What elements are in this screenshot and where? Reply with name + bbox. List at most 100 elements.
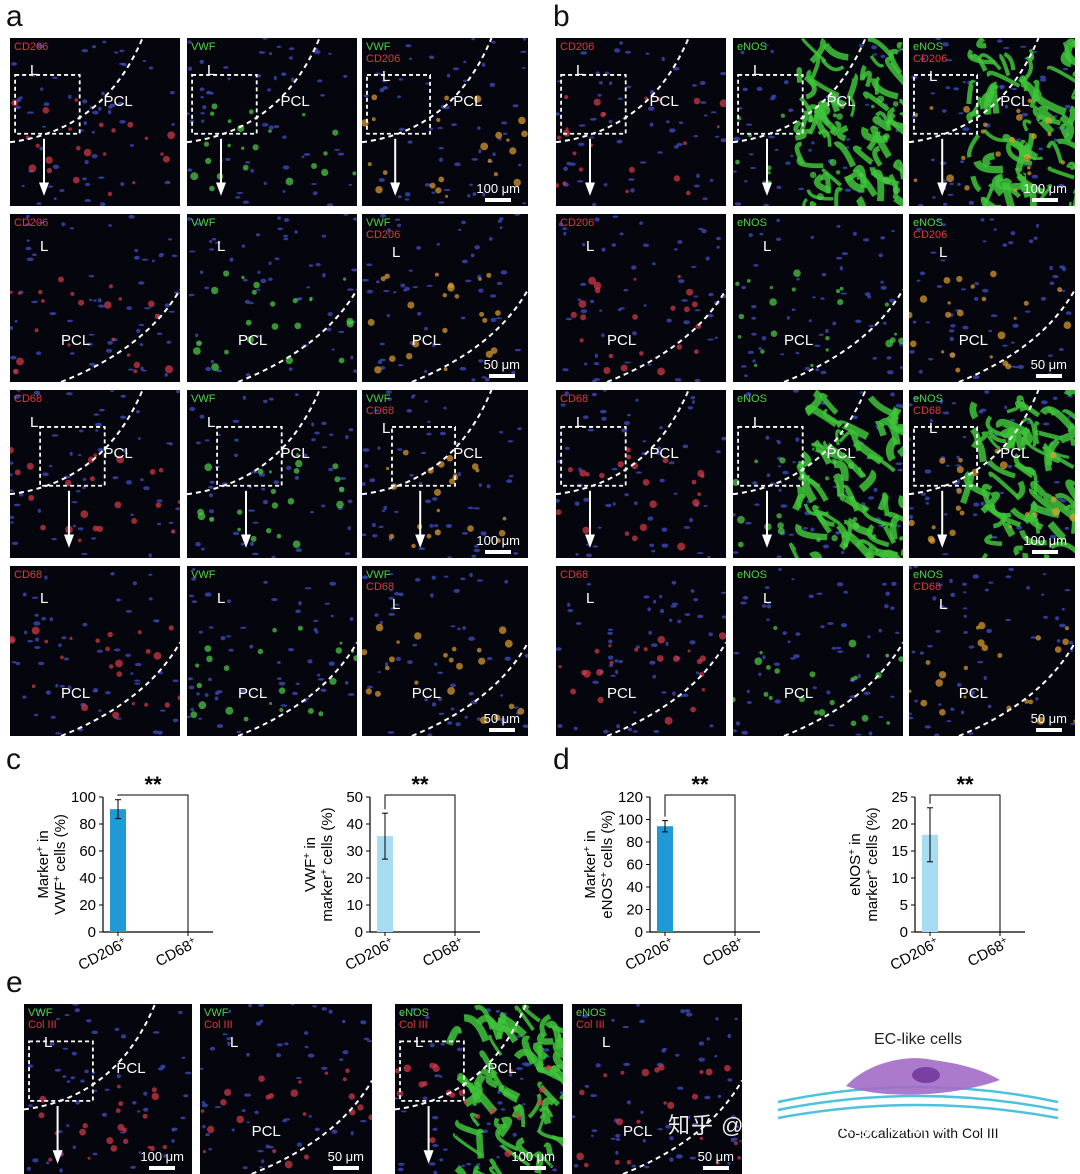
nucleus [497, 1101, 503, 1105]
nucleus [1011, 87, 1018, 91]
nucleus [157, 522, 162, 526]
bar [922, 834, 938, 932]
nucleus [227, 1041, 231, 1046]
stain-signal [338, 357, 345, 364]
nucleus [963, 631, 968, 634]
nucleus [704, 1095, 711, 1100]
nucleus [678, 279, 685, 284]
stain-signal [396, 640, 400, 644]
tissue-fiber [1025, 183, 1037, 206]
arrow-down-icon [52, 1150, 63, 1164]
tissue-fiber [855, 195, 867, 206]
nucleus [46, 1161, 50, 1165]
nucleus [366, 289, 373, 294]
nucleus [214, 696, 219, 701]
stain-signal [177, 695, 180, 701]
stain-signal [44, 639, 49, 644]
nucleus [386, 314, 390, 318]
pcl-label: PCL [1000, 445, 1030, 463]
tissue-fiber [899, 112, 903, 117]
nucleus [120, 415, 127, 419]
nucleus [880, 236, 886, 240]
stain-signal [737, 335, 742, 339]
pcl-label: PCL [61, 331, 91, 349]
nucleus [407, 140, 413, 144]
nucleus [945, 464, 950, 467]
stain-signal [297, 625, 303, 631]
stain-signal [108, 664, 114, 669]
stain-signal [809, 671, 816, 678]
nucleus [69, 451, 73, 456]
nucleus [752, 481, 758, 485]
stain-signal [686, 190, 691, 196]
nucleus [240, 542, 245, 546]
nucleus [432, 1144, 439, 1147]
nucleus [209, 240, 213, 243]
nucleus [457, 228, 462, 231]
nucleus [747, 350, 754, 354]
zoom-region-box [216, 426, 283, 487]
nucleus [615, 1150, 619, 1155]
nucleus [277, 227, 283, 231]
nucleus [315, 263, 321, 267]
pcl-label: PCL [103, 445, 133, 463]
nucleus [943, 202, 948, 206]
tissue-fiber [980, 491, 1001, 514]
tissue-fiber [821, 168, 842, 187]
nucleus [447, 556, 452, 558]
nucleus [89, 298, 93, 302]
nucleus [891, 229, 895, 233]
nucleus [81, 49, 89, 53]
stain-signal [737, 515, 745, 524]
stain-signal [943, 277, 951, 284]
nucleus [742, 595, 749, 600]
nucleus [304, 1045, 309, 1049]
nucleus [659, 594, 663, 599]
stain-signal [632, 314, 638, 320]
nucleus [84, 182, 91, 187]
stain-signal [367, 162, 372, 167]
stain-signal [485, 350, 493, 358]
nucleus [587, 428, 594, 432]
nucleus [227, 599, 232, 603]
nucleus [584, 1084, 590, 1088]
stain-signal [107, 191, 113, 197]
nucleus [489, 294, 497, 298]
nucleus [78, 429, 84, 433]
nucleus [222, 1033, 228, 1036]
nucleus [148, 597, 153, 601]
nucleus [92, 689, 98, 693]
nucleus [105, 691, 111, 695]
nucleus [804, 366, 811, 371]
nucleus [672, 66, 680, 71]
nucleus [761, 336, 767, 341]
nucleus [141, 258, 149, 261]
nucleus [820, 625, 825, 629]
micrograph-tile: eNOS L PCL [733, 390, 903, 558]
micrograph-tile: VWF CD68 L PCL 100 μm [362, 390, 528, 558]
micrograph-tile: eNOS Col III L PCL 50 μm [572, 1004, 742, 1174]
nucleus [171, 1139, 175, 1143]
stain-signal [832, 113, 837, 118]
tissue-fiber [497, 1116, 513, 1138]
tissue-fiber [1020, 426, 1033, 445]
nucleus [774, 699, 782, 704]
nucleus [820, 370, 827, 375]
tissue-fiber [976, 38, 987, 49]
nucleus [727, 1162, 731, 1165]
nucleus [682, 444, 689, 449]
nucleus [54, 732, 62, 735]
nucleus [942, 607, 949, 610]
tissue-fiber [1014, 461, 1035, 479]
nucleus [456, 1047, 463, 1052]
nucleus [791, 578, 795, 581]
lumen-label: L [415, 1034, 424, 1051]
stain-signal [473, 95, 482, 103]
stain-signal [597, 696, 604, 704]
stain-signal [205, 157, 212, 165]
pcl-label: PCL [487, 1060, 517, 1078]
nucleus [708, 292, 714, 297]
nucleus [461, 259, 468, 264]
nucleus [137, 1110, 141, 1113]
stain-signal [656, 655, 664, 662]
